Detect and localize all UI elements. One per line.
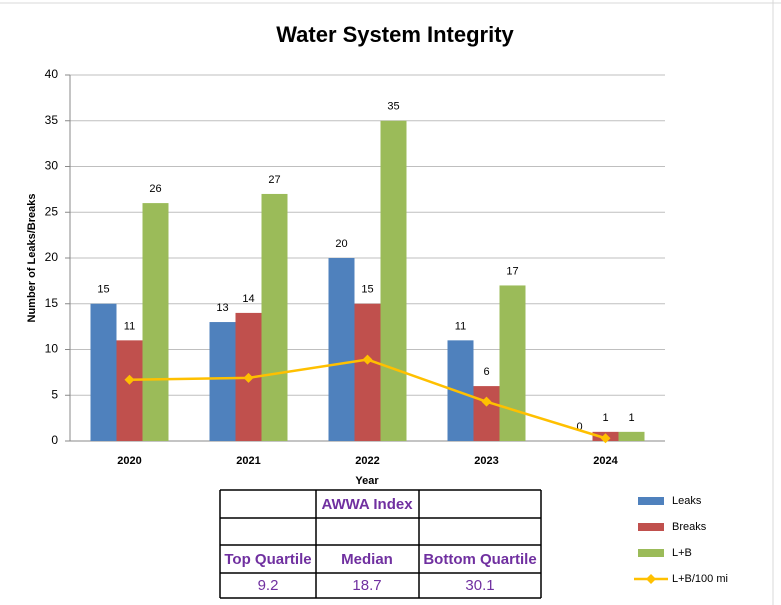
data-label: 26 xyxy=(149,183,161,195)
legend-swatch xyxy=(638,497,664,505)
bar xyxy=(209,322,236,441)
data-label: 11 xyxy=(124,320,135,332)
data-label: 6 xyxy=(483,366,489,378)
data-label: 27 xyxy=(268,174,280,186)
data-label: 0 xyxy=(576,421,582,433)
bar xyxy=(261,193,288,441)
table-header: Bottom Quartile xyxy=(423,551,536,568)
x-tick-label: 2024 xyxy=(593,455,618,467)
data-label: 14 xyxy=(242,293,254,305)
table-header: Top Quartile xyxy=(224,551,311,568)
bar xyxy=(116,340,143,441)
x-axis-label: Year xyxy=(355,475,379,487)
awwa-table: AWWA Index Top Quartile Median Bottom Qu… xyxy=(219,489,542,599)
y-tick-label: 0 xyxy=(51,433,58,447)
bar xyxy=(499,285,526,441)
bar xyxy=(473,386,500,441)
y-tick-label: 40 xyxy=(45,67,59,81)
x-tick-label: 2023 xyxy=(474,455,498,467)
y-axis-label: Number of Leaks/Breaks xyxy=(26,194,38,323)
line-marker xyxy=(243,372,254,383)
data-label: 11 xyxy=(455,320,466,332)
legend-label: Breaks xyxy=(672,521,707,533)
table-value: 18.7 xyxy=(352,577,381,594)
y-tick-label: 5 xyxy=(51,387,58,401)
y-tick-label: 20 xyxy=(45,250,59,264)
legend-label: L+B xyxy=(672,547,692,559)
bar xyxy=(618,431,645,441)
y-tick-label: 25 xyxy=(45,204,59,218)
line-marker xyxy=(481,396,492,407)
table-value: 30.1 xyxy=(465,577,494,594)
x-tick-label: 2022 xyxy=(355,455,379,467)
y-tick-label: 15 xyxy=(45,296,59,310)
data-label: 1 xyxy=(628,412,634,424)
y-tick-label: 35 xyxy=(45,113,59,127)
bar xyxy=(354,303,381,441)
data-label: 1 xyxy=(602,412,608,424)
legend-label: Leaks xyxy=(672,495,702,507)
table-title: AWWA Index xyxy=(321,496,413,513)
line-marker xyxy=(600,433,611,444)
data-label: 15 xyxy=(97,284,109,296)
bar xyxy=(447,340,474,441)
x-tick-label: 2020 xyxy=(117,455,141,467)
bar xyxy=(90,303,117,441)
y-tick-label: 10 xyxy=(45,342,59,356)
table-header: Median xyxy=(341,551,393,568)
data-label: 35 xyxy=(387,101,399,113)
bar xyxy=(142,203,169,441)
table-value: 9.2 xyxy=(258,577,279,594)
x-tick-label: 2021 xyxy=(236,455,260,467)
bar xyxy=(380,120,407,441)
data-label: 17 xyxy=(506,265,518,277)
data-label: 20 xyxy=(335,238,347,250)
data-label: 13 xyxy=(216,302,228,314)
legend-swatch xyxy=(638,549,664,557)
bar xyxy=(328,258,355,441)
y-tick-label: 30 xyxy=(45,159,59,173)
legend-swatch xyxy=(638,523,664,531)
legend-marker xyxy=(646,574,656,584)
legend-label: L+B/100 mi xyxy=(672,573,728,585)
line-marker xyxy=(124,374,135,385)
data-label: 15 xyxy=(361,284,373,296)
chart-title: Water System Integrity xyxy=(276,22,514,47)
line-marker xyxy=(362,354,373,365)
